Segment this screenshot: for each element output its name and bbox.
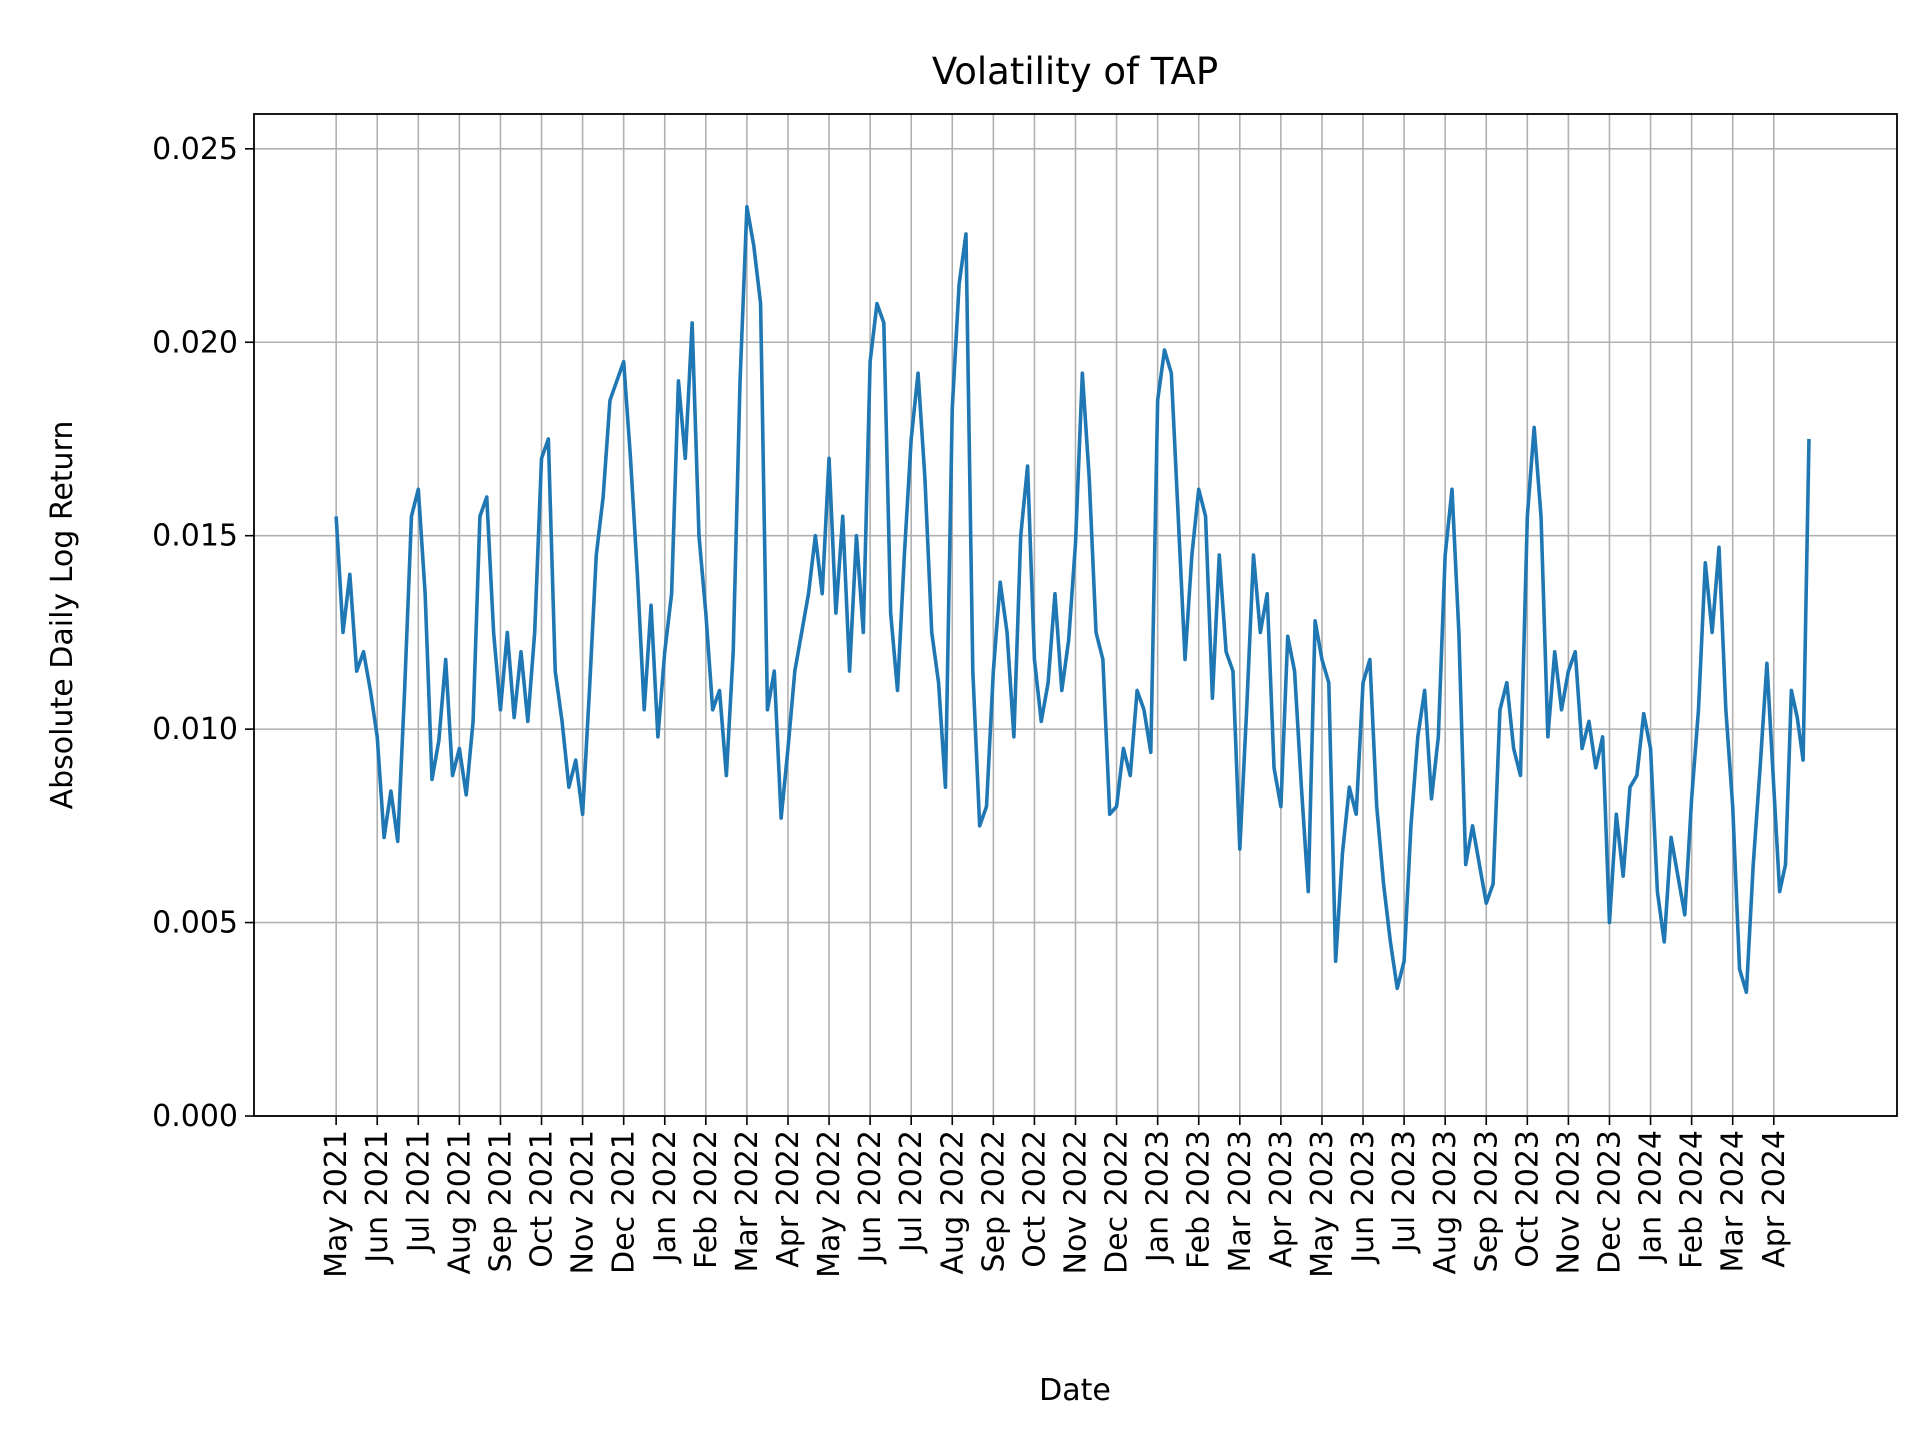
y-tick-label: 0.005 <box>152 906 238 941</box>
x-tick-label: Apr 2024 <box>1757 1130 1792 1268</box>
x-tick-label: Jun 2022 <box>853 1130 888 1265</box>
x-tick-label: Dec 2022 <box>1100 1130 1135 1274</box>
x-tick-label: Dec 2021 <box>607 1130 642 1274</box>
x-tick-label: Feb 2022 <box>689 1130 724 1269</box>
x-tick-label: Jan 2022 <box>648 1130 683 1264</box>
x-tick-label: Nov 2021 <box>566 1130 601 1274</box>
y-tick-label: 0.000 <box>152 1099 238 1134</box>
x-tick-label: Nov 2023 <box>1551 1130 1586 1274</box>
x-tick-label: Sep 2022 <box>976 1130 1011 1272</box>
x-tick-label: Apr 2022 <box>771 1130 806 1268</box>
y-axis-label: Absolute Daily Log Return <box>45 421 80 810</box>
x-tick-label: Mar 2023 <box>1223 1130 1258 1273</box>
x-tick-label: Dec 2023 <box>1592 1130 1627 1274</box>
x-tick-label: May 2021 <box>319 1130 354 1278</box>
x-tick-label: Nov 2022 <box>1059 1130 1094 1274</box>
x-tick-label: Feb 2024 <box>1675 1130 1710 1269</box>
x-tick-label: Oct 2023 <box>1510 1130 1545 1268</box>
y-tick-label: 0.010 <box>152 712 238 747</box>
x-tick-label: May 2022 <box>812 1130 847 1278</box>
x-tick-label: Jun 2023 <box>1346 1130 1381 1265</box>
chart-title: Volatility of TAP <box>932 50 1218 93</box>
y-tick-label: 0.020 <box>152 325 238 360</box>
x-tick-label: Jul 2022 <box>894 1130 929 1254</box>
x-tick-label: Apr 2023 <box>1264 1130 1299 1268</box>
x-tick-label: Oct 2022 <box>1017 1130 1052 1268</box>
x-tick-label: May 2023 <box>1305 1130 1340 1278</box>
x-tick-label: Jul 2021 <box>401 1130 436 1254</box>
x-tick-label: Oct 2021 <box>525 1130 560 1268</box>
x-tick-label: Jan 2024 <box>1634 1130 1669 1264</box>
x-tick-label: Mar 2022 <box>730 1130 765 1273</box>
x-tick-label: Sep 2023 <box>1469 1130 1504 1272</box>
y-tick-label: 0.015 <box>152 519 238 554</box>
x-tick-label: Sep 2021 <box>483 1130 518 1272</box>
y-tick-label: 0.025 <box>152 132 238 167</box>
x-tick-label: Aug 2021 <box>442 1130 477 1274</box>
x-axis-label: Date <box>1039 1373 1111 1408</box>
x-tick-label: Jul 2023 <box>1387 1130 1422 1254</box>
x-tick-label: Mar 2024 <box>1716 1130 1751 1273</box>
x-tick-label: Jun 2021 <box>360 1130 395 1265</box>
plot-frame <box>253 113 1898 1117</box>
data-line <box>334 205 1811 994</box>
x-tick-label: Aug 2023 <box>1428 1130 1463 1274</box>
x-tick-label: Feb 2023 <box>1182 1130 1217 1269</box>
x-tick-label: Jan 2023 <box>1141 1130 1176 1264</box>
x-tick-label: Aug 2022 <box>935 1130 970 1274</box>
